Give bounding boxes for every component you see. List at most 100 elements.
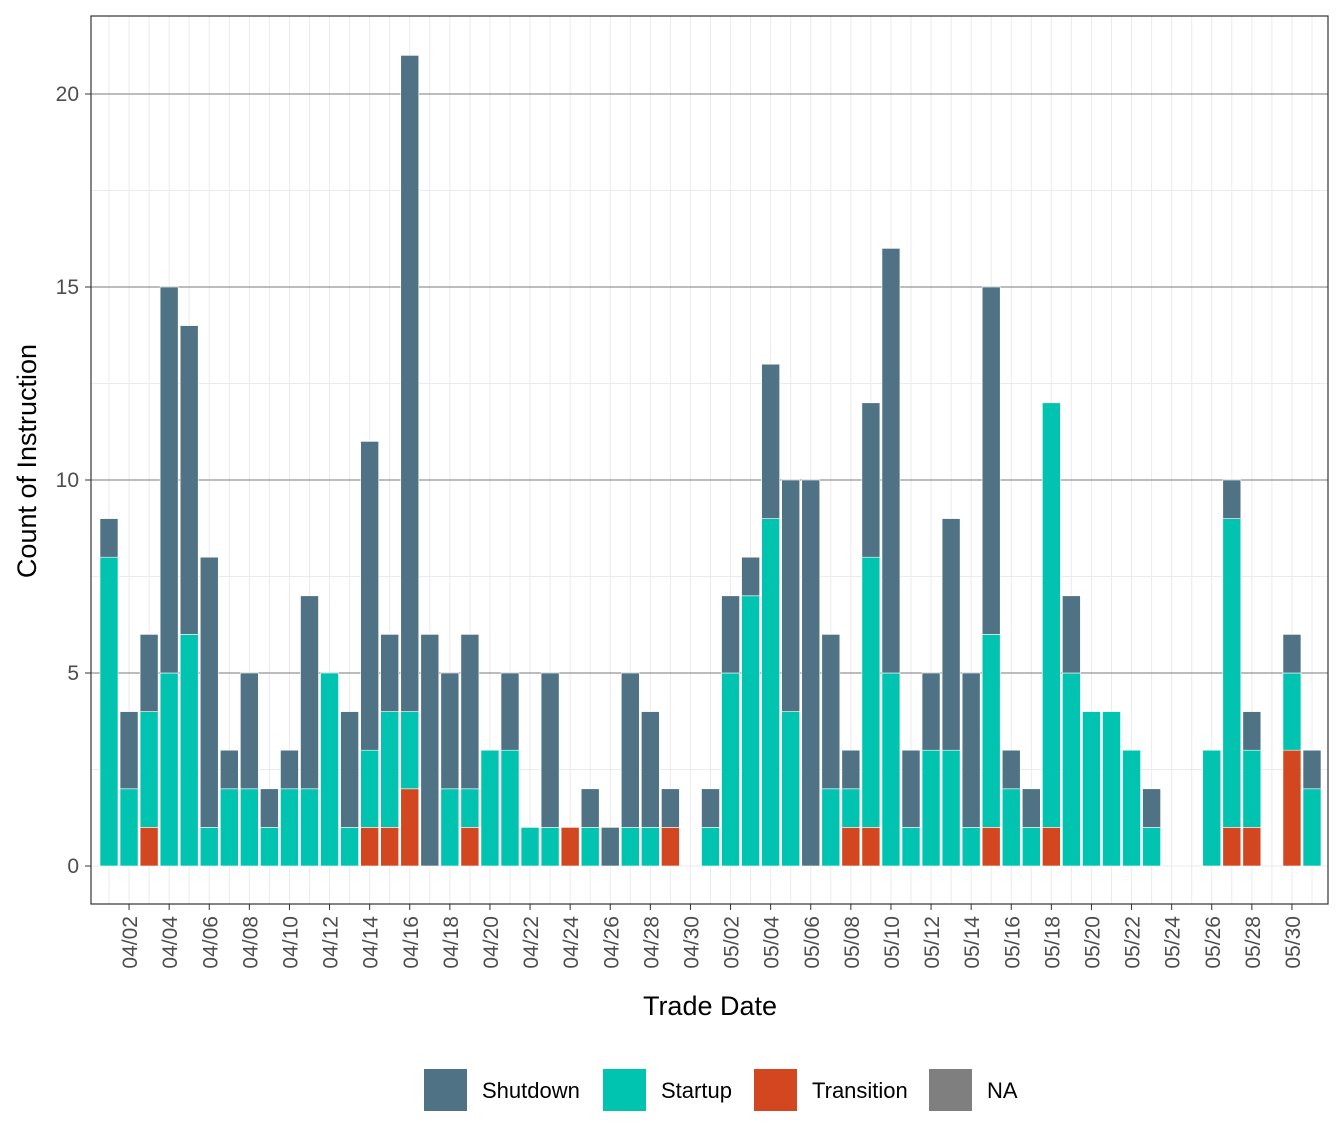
bar-segment-startup <box>781 711 801 867</box>
bar-segment-shutdown <box>741 556 760 597</box>
x-tick-label: 05/12 <box>921 916 944 969</box>
bar-segment-shutdown <box>199 556 219 828</box>
bar-segment-startup <box>119 788 139 867</box>
bar-segment-startup <box>199 827 219 867</box>
y-tick-label: 15 <box>56 276 79 299</box>
bar-segment-startup <box>1202 749 1222 867</box>
bar-segment-startup <box>360 749 379 828</box>
bar-segment-startup <box>821 788 841 867</box>
x-tick-label: 04/10 <box>279 916 302 969</box>
bar-segment-startup <box>440 788 460 867</box>
x-tick-label: 04/14 <box>360 916 383 969</box>
x-tick-label: 05/30 <box>1282 916 1305 969</box>
x-tick-label: 05/16 <box>1001 916 1024 969</box>
x-tick-label: 04/04 <box>159 916 182 969</box>
bar-segment-shutdown <box>580 788 600 828</box>
bar-segment-startup <box>961 827 981 867</box>
y-tick-label: 5 <box>67 662 79 685</box>
bar-segment-shutdown <box>1282 634 1302 674</box>
bar-segment-startup <box>1142 827 1161 867</box>
bar-segment-startup <box>139 711 159 828</box>
bar-segment-startup <box>841 788 861 828</box>
x-tick-label: 05/28 <box>1242 916 1265 969</box>
bar-segment-startup <box>1242 749 1262 828</box>
bar-segment-transition <box>360 827 379 867</box>
bar-segment-startup <box>480 749 500 867</box>
bar-segment-startup <box>741 595 760 867</box>
bar-segment-startup <box>881 672 901 867</box>
bar-segment-shutdown <box>641 711 660 828</box>
bar-segment-shutdown <box>661 788 680 828</box>
bar-segment-shutdown <box>1001 749 1021 790</box>
bar-segment-startup <box>1082 711 1101 867</box>
bar-segment-shutdown <box>500 672 520 751</box>
bar-segment-startup <box>1102 711 1121 867</box>
bars <box>99 55 1322 867</box>
bar-segment-shutdown <box>600 827 620 867</box>
legend-label: Shutdown <box>482 1078 580 1103</box>
x-tick-label: 05/08 <box>841 916 864 969</box>
bar-segment-shutdown <box>941 518 961 751</box>
legend-key-transition <box>754 1069 797 1111</box>
x-tick-label: 05/02 <box>721 916 744 969</box>
bar-segment-shutdown <box>99 518 119 558</box>
bar-segment-shutdown <box>380 634 400 712</box>
bar-segment-startup <box>721 672 740 867</box>
x-tick-label: 05/06 <box>801 916 824 969</box>
bar-segment-transition <box>1222 827 1242 867</box>
bar-segment-transition <box>139 827 159 867</box>
bar-segment-startup <box>340 827 359 867</box>
bar-segment-shutdown <box>1142 788 1161 828</box>
grid-lines <box>91 16 1328 904</box>
bar-segment-startup <box>179 634 199 867</box>
legend-key-startup <box>603 1069 646 1111</box>
bar-segment-startup <box>620 827 640 867</box>
bar-segment-transition <box>400 788 420 867</box>
bar-segment-shutdown <box>260 788 279 828</box>
x-tick-label: 05/14 <box>961 916 984 969</box>
bar-segment-transition <box>661 827 680 867</box>
bar-segment-shutdown <box>721 595 740 674</box>
x-tick-label: 04/26 <box>600 916 623 969</box>
bar-segment-shutdown <box>901 749 921 828</box>
bar-segment-shutdown <box>179 325 199 635</box>
bar-segment-startup <box>380 711 400 828</box>
bar-segment-transition <box>560 827 580 867</box>
x-tick-label: 05/26 <box>1202 916 1225 969</box>
x-tick-label: 04/28 <box>640 916 663 969</box>
bar-segment-startup <box>1222 518 1242 828</box>
x-tick-label: 04/02 <box>119 916 142 969</box>
y-axis-title: Count of Instruction <box>12 344 42 578</box>
bar-segment-shutdown <box>1222 479 1242 519</box>
bar-segment-shutdown <box>360 441 379 751</box>
bar-segment-shutdown <box>821 634 841 790</box>
bar-segment-shutdown <box>1302 749 1322 790</box>
bar-segment-shutdown <box>1242 711 1262 751</box>
bar-segment-startup <box>500 749 520 867</box>
bar-segment-startup <box>861 556 881 828</box>
bar-segment-shutdown <box>440 672 460 790</box>
bar-segment-startup <box>240 788 259 867</box>
x-tick-label: 05/10 <box>881 916 904 969</box>
legend-key-shutdown <box>424 1069 467 1111</box>
x-tick-label: 04/18 <box>440 916 463 969</box>
bar-segment-startup <box>300 788 319 867</box>
bar-segment-startup <box>761 518 780 867</box>
bar-segment-startup <box>901 827 921 867</box>
bar-segment-startup <box>99 556 119 867</box>
bar-segment-shutdown <box>761 363 780 519</box>
bar-segment-transition <box>380 827 400 867</box>
bar-segment-transition <box>460 827 480 867</box>
bar-segment-shutdown <box>701 788 720 828</box>
bar-segment-startup <box>701 827 720 867</box>
bar-segment-startup <box>941 749 961 867</box>
bar-segment-startup <box>520 827 540 867</box>
bar-segment-startup <box>320 672 339 867</box>
bar-segment-shutdown <box>981 286 1001 635</box>
x-tick-label: 04/24 <box>560 916 583 969</box>
bar-segment-startup <box>220 788 239 867</box>
bar-segment-shutdown <box>139 634 159 712</box>
bar-segment-shutdown <box>801 479 821 867</box>
bar-segment-shutdown <box>620 672 640 828</box>
